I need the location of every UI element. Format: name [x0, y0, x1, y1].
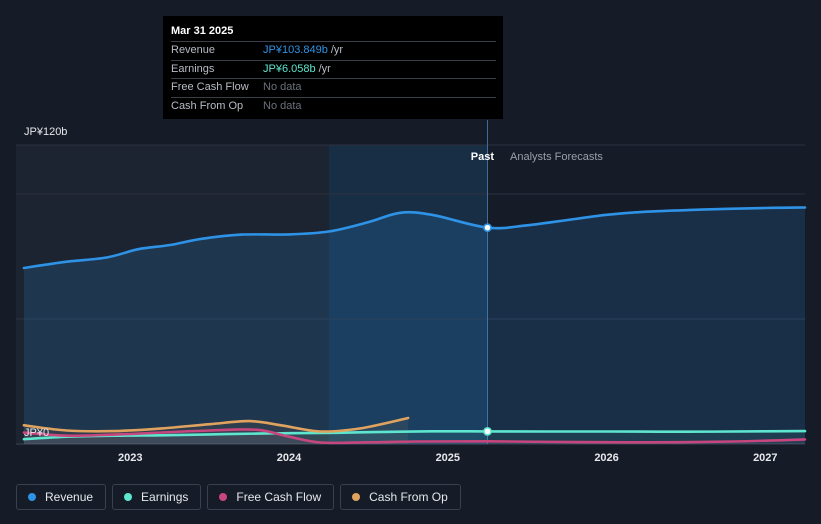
x-tick-label: 2024: [277, 452, 302, 464]
x-tick-label: 2023: [118, 452, 142, 464]
y-top-label: JP¥120b: [24, 126, 67, 138]
past-label: Past: [471, 151, 495, 163]
x-tick-label: 2027: [753, 452, 777, 464]
x-tick-label: 2026: [594, 452, 618, 464]
legend-item-earnings[interactable]: Earnings: [112, 484, 202, 510]
legend-label: Cash From Op: [369, 490, 448, 504]
cash-from-op-line: [22, 416, 410, 433]
legend-item-cash-from-op[interactable]: Cash From Op: [340, 484, 461, 510]
tooltip: Mar 31 2025 Revenue JP¥103.849b /yr Earn…: [163, 16, 503, 119]
earnings-line: [22, 429, 807, 441]
revenue-line: [22, 206, 807, 270]
legend-dot-icon: [124, 493, 133, 501]
highlight-region: [328, 145, 488, 445]
legend-label: Revenue: [45, 490, 94, 504]
tooltip-value: No data: [263, 81, 302, 93]
tooltip-label: Cash From Op: [171, 99, 244, 112]
legend-item-free-cash-flow[interactable]: Free Cash Flow: [207, 484, 335, 510]
tooltip-row-cash-from-op: Cash From Op No data: [171, 96, 496, 116]
forecast-label: Analysts Forecasts: [510, 151, 603, 163]
legend-dot-icon: [352, 493, 361, 501]
tooltip-value: JP¥6.058b: [263, 62, 316, 75]
tooltip-label: Revenue: [171, 44, 216, 56]
tooltip-label: Free Cash Flow: [171, 81, 249, 93]
legend-item-revenue[interactable]: Revenue: [16, 484, 107, 510]
tooltip-row-revenue: Revenue JP¥103.849b /yr: [171, 41, 496, 60]
past-region: [16, 145, 329, 445]
legend: Revenue Earnings Free Cash Flow Cash Fro…: [16, 484, 461, 510]
legend-dot-icon: [28, 493, 36, 501]
tooltip-row-earnings: Earnings JP¥6.058b /yr: [171, 59, 496, 79]
tooltip-value: No data: [263, 99, 302, 112]
free-cash-flow-line: [22, 428, 807, 445]
tooltip-label: Earnings: [171, 62, 215, 75]
tooltip-unit: /yr: [330, 44, 344, 56]
legend-label: Free Cash Flow: [236, 490, 322, 504]
x-tick-label: 2025: [436, 452, 460, 464]
tooltip-unit: /yr: [318, 62, 331, 75]
legend-label: Earnings: [141, 490, 189, 504]
revenue-area: [23, 207, 805, 444]
y-zero-label: JP¥0: [24, 427, 49, 439]
tooltip-date: Mar 31 2025: [171, 25, 234, 37]
revenue-marker: [483, 223, 492, 233]
tooltip-row-free-cash-flow: Free Cash Flow No data: [171, 78, 496, 97]
legend-dot-icon: [219, 493, 228, 501]
earnings-marker: [483, 426, 492, 436]
tooltip-value: JP¥103.849b: [263, 44, 328, 56]
